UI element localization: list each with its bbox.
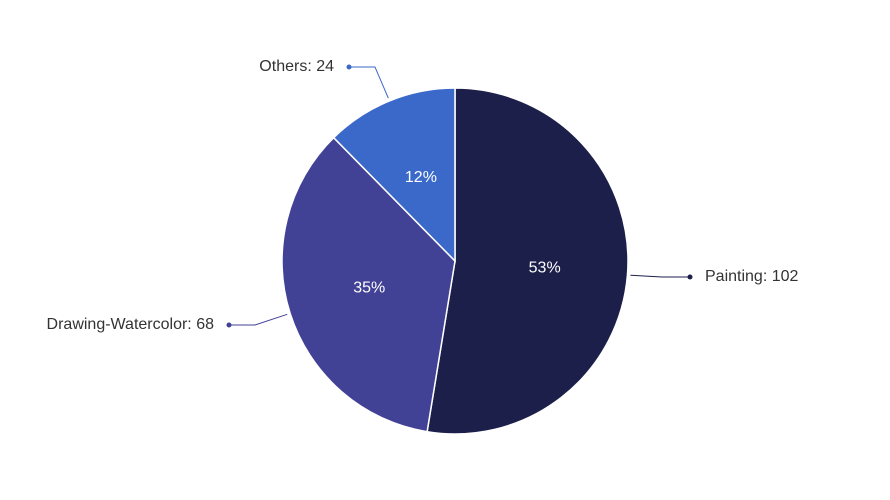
slice-label: Others: 24: [259, 58, 334, 75]
leader-line: [630, 274, 690, 278]
leader-dot: [346, 64, 352, 70]
percent-label: 35%: [353, 279, 385, 296]
slice-label: Painting: 102: [705, 268, 799, 285]
percent-label: 53%: [529, 259, 561, 276]
percent-label: 12%: [405, 169, 437, 186]
pie-slice: [332, 87, 456, 263]
leader-line: [349, 66, 389, 99]
pie-slice: [281, 136, 456, 433]
pie-slice: [426, 87, 629, 435]
leader-dot: [226, 322, 232, 328]
slice-label: Drawing-Watercolor: 68: [47, 316, 215, 333]
leader-dot: [687, 274, 693, 280]
leader-line: [229, 313, 288, 326]
